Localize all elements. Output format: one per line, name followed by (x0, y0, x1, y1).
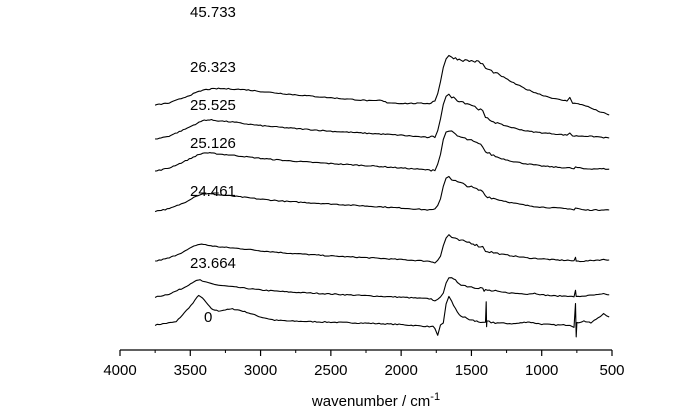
spectrum-line-0 (154, 294, 610, 338)
spectra-group (154, 54, 610, 338)
x-axis: 4000 3500 3000 2500 2000 1500 1000 500 wavenumb… (103, 349, 625, 410)
curve-label-45.733: 45.733 (190, 4, 236, 21)
x-ticks-group: 4000 3500 3000 2500 2000 1500 1000 500 (103, 350, 625, 379)
spectrum-line-23.664 (154, 277, 610, 302)
curve-label-0: 0 (204, 309, 212, 326)
curve-label-26.323: 26.323 (190, 59, 236, 76)
x-tick-label-1500: 1500 (455, 362, 488, 379)
spectrum-line-25.525 (155, 130, 610, 172)
curve-labels-group: 0 23.664 24.461 25.126 25.525 26.323 45.733 (190, 4, 236, 326)
x-tick-label-2500: 2500 (314, 362, 347, 379)
curve-label-23.664: 23.664 (190, 255, 236, 272)
x-axis-title-text: wavenumber / cm (311, 393, 430, 410)
x-tick-label-2000: 2000 (384, 362, 417, 379)
x-tick-label-4000: 4000 (103, 362, 136, 379)
x-tick-label-3500: 3500 (174, 362, 207, 379)
x-tick-label-500: 500 (599, 362, 624, 379)
spectrum-line-45.733 (154, 54, 610, 116)
curve-label-25.126: 25.126 (190, 135, 236, 152)
curve-label-25.525: 25.525 (190, 97, 236, 114)
x-axis-title: wavenumber / cm-1 (311, 391, 440, 410)
spectrum-line-26.323 (155, 93, 610, 140)
spectrum-line-24.461 (155, 234, 610, 264)
x-axis-title-superscript: -1 (430, 391, 440, 403)
curve-label-24.461: 24.461 (190, 183, 236, 200)
x-tick-label-1000: 1000 (525, 362, 558, 379)
spectrum-line-25.126 (154, 175, 610, 213)
x-tick-label-3000: 3000 (244, 362, 277, 379)
